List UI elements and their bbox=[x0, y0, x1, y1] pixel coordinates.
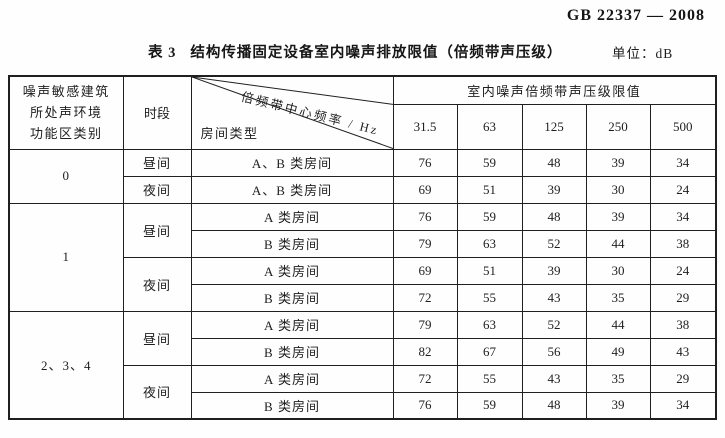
limit-value-cell: 72 bbox=[392, 364, 458, 393]
limit-value-cell: 79 bbox=[392, 310, 458, 339]
limit-value-cell: 39 bbox=[521, 256, 587, 285]
room-type-cell: A 类房间 bbox=[190, 202, 394, 231]
table-row: 夜间 A 类房间 69 51 39 30 24 bbox=[9, 256, 717, 312]
unit-label: 单位：dB bbox=[612, 46, 674, 61]
limit-value-cell: 34 bbox=[649, 202, 717, 231]
room-type-cell: A 类房间 bbox=[190, 364, 394, 393]
limit-value-cell: 69 bbox=[392, 256, 458, 285]
room-type-cell: B 类房间 bbox=[190, 391, 394, 420]
limit-value-cell: 76 bbox=[392, 391, 458, 420]
limit-value-cell: 49 bbox=[585, 337, 651, 366]
limit-value-cell: 38 bbox=[649, 229, 717, 258]
room-type-cell: B 类房间 bbox=[190, 283, 394, 312]
table-title: 结构传播固定设备室内噪声排放限值（倍频带声压级） bbox=[190, 45, 563, 61]
header-room-type: 房间类型 bbox=[200, 125, 259, 141]
limit-value-cell: 76 bbox=[392, 202, 458, 231]
table-row: 夜间 A 类房间 72 55 43 35 29 bbox=[9, 364, 717, 420]
table-row: 0 昼间 A、B 类房间 76 59 48 39 34 bbox=[8, 148, 717, 204]
room-type-cell: B 类房间 bbox=[190, 229, 394, 258]
header-freq-31-5: 31.5 bbox=[392, 103, 458, 150]
limit-value-cell: 55 bbox=[456, 364, 523, 393]
header-category-line: 噪声敏感建筑 bbox=[22, 83, 110, 99]
limit-value-cell: 51 bbox=[456, 256, 523, 285]
noise-limit-table: 噪声敏感建筑 所处声环境 功能区类别 时段 倍频带中心频率 / Hz 房间类型 bbox=[8, 75, 718, 420]
limit-value-cell: 44 bbox=[585, 229, 651, 258]
limit-value-cell: 59 bbox=[456, 202, 523, 231]
limit-value-cell: 69 bbox=[392, 175, 458, 204]
limit-value-cell: 52 bbox=[521, 229, 587, 258]
limit-value-cell: 39 bbox=[521, 175, 587, 204]
limit-value-cell: 79 bbox=[392, 229, 458, 258]
limit-value-cell: 43 bbox=[521, 283, 587, 312]
period-cell: 昼间 bbox=[122, 202, 192, 258]
header-category-line: 所处声环境 bbox=[29, 105, 103, 121]
limit-value-cell: 48 bbox=[521, 391, 587, 420]
room-type-cell: A 类房间 bbox=[190, 310, 394, 339]
table-caption: 表 3 结构传播固定设备室内噪声排放限值（倍频带声压级） bbox=[148, 41, 562, 62]
diagonal-lines bbox=[192, 77, 393, 149]
period-cell: 夜间 bbox=[122, 256, 192, 312]
limit-value-cell: 76 bbox=[392, 148, 458, 177]
limit-value-cell: 51 bbox=[456, 175, 523, 204]
room-type-cell: A 类房间 bbox=[190, 256, 394, 285]
limit-value-cell: 43 bbox=[521, 364, 587, 393]
header-freq-500: 500 bbox=[649, 103, 717, 150]
limit-value-cell: 24 bbox=[649, 256, 717, 285]
header-period: 时段 bbox=[122, 75, 192, 150]
limit-value-cell: 38 bbox=[649, 310, 717, 339]
header-freq-125: 125 bbox=[521, 103, 587, 150]
room-type-cell: A、B 类房间 bbox=[190, 148, 394, 177]
header-category: 噪声敏感建筑 所处声环境 功能区类别 bbox=[8, 75, 124, 150]
header-limits-group: 室内噪声倍频带声压级限值 bbox=[392, 75, 717, 105]
limit-value-cell: 39 bbox=[585, 148, 651, 177]
limit-value-cell: 72 bbox=[392, 283, 458, 312]
period-cell: 昼间 bbox=[122, 148, 192, 177]
limit-value-cell: 82 bbox=[392, 337, 458, 366]
diagonal-split: 倍频带中心频率 / Hz 房间类型 bbox=[192, 77, 393, 149]
table-label: 表 3 bbox=[148, 45, 177, 61]
table-row: 2、3、4 昼间 A 类房间 79 63 52 44 38 bbox=[8, 310, 717, 420]
limit-value-cell: 29 bbox=[649, 283, 717, 312]
limit-value-cell: 63 bbox=[456, 310, 523, 339]
limit-value-cell: 55 bbox=[456, 283, 523, 312]
category-cell: 0 bbox=[8, 148, 124, 204]
limit-value-cell: 44 bbox=[585, 310, 651, 339]
limit-value-cell: 43 bbox=[649, 337, 717, 366]
limit-value-cell: 29 bbox=[649, 364, 717, 393]
header-category-line: 功能区类别 bbox=[29, 126, 103, 142]
limit-value-cell: 48 bbox=[521, 148, 587, 177]
category-cell: 2、3、4 bbox=[8, 310, 124, 420]
limit-value-cell: 39 bbox=[585, 391, 651, 420]
header-freq-250: 250 bbox=[585, 103, 651, 150]
header-diagonal-cell: 倍频带中心频率 / Hz 房间类型 bbox=[190, 75, 394, 150]
limit-value-cell: 67 bbox=[456, 337, 523, 366]
table-row: B 类房间 76 59 48 39 34 bbox=[9, 391, 717, 420]
limit-value-cell: 39 bbox=[585, 202, 651, 231]
limit-value-cell: 59 bbox=[456, 148, 523, 177]
limit-value-cell: 35 bbox=[585, 364, 651, 393]
room-type-cell: A、B 类房间 bbox=[190, 175, 394, 204]
limit-value-cell: 34 bbox=[649, 148, 717, 177]
limit-value-cell: 63 bbox=[456, 229, 523, 258]
table-row: 1 昼间 A 类房间 76 59 48 39 34 bbox=[8, 202, 717, 312]
limit-value-cell: 34 bbox=[649, 391, 717, 420]
header-freq-63: 63 bbox=[456, 103, 523, 150]
limit-value-cell: 35 bbox=[585, 283, 651, 312]
limit-value-cell: 52 bbox=[521, 310, 587, 339]
limit-value-cell: 30 bbox=[585, 175, 651, 204]
room-type-cell: B 类房间 bbox=[190, 337, 394, 366]
limit-value-cell: 56 bbox=[521, 337, 587, 366]
standard-number: GB 22337 — 2008 bbox=[566, 7, 705, 24]
period-cell: 夜间 bbox=[122, 175, 192, 204]
period-cell: 昼间 bbox=[122, 310, 192, 366]
limit-value-cell: 24 bbox=[649, 175, 717, 204]
limit-value-cell: 30 bbox=[585, 256, 651, 285]
category-cell: 1 bbox=[8, 202, 124, 312]
period-cell: 夜间 bbox=[122, 364, 192, 420]
limit-value-cell: 48 bbox=[521, 202, 587, 231]
limit-value-cell: 59 bbox=[456, 391, 523, 420]
